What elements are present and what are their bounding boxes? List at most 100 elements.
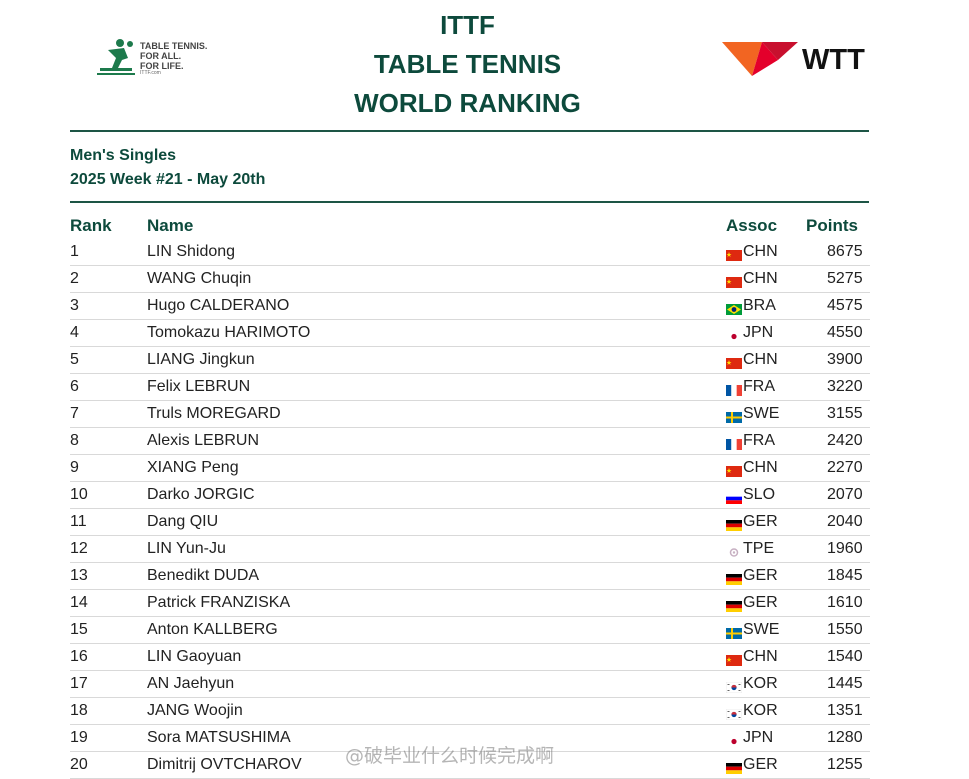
assoc-code: FRA [743,378,775,395]
wtt-logo: WTT [722,40,882,80]
points-cell: 1960 [827,540,863,557]
table-row: 6 Felix LEBRUN FRA 3220 [70,374,870,401]
assoc-code: KOR [743,675,778,692]
ger-flag-icon [726,518,742,531]
points-cell: 1550 [827,621,863,638]
player-name: XIANG Peng [147,459,239,476]
table-row: 7 Truls MOREGARD SWE 3155 [70,401,870,428]
table-row: 16 LIN Gaoyuan CHN 1540 [70,644,870,671]
player-name: Hugo CALDERANO [147,297,290,314]
swe-flag-icon [726,410,742,423]
assoc-code: CHN [743,459,778,476]
ranking-table: 1 LIN Shidong CHN 8675 2 WANG Chuqin CHN 5275 3 H… [70,239,870,779]
table-row: 15 Anton KALLBERG SWE 1550 [70,617,870,644]
rank-cell: 14 [70,594,88,611]
assoc-code: CHN [743,270,778,287]
assoc-code: KOR [743,702,778,719]
rank-cell: 19 [70,729,88,746]
table-row: 5 LIANG Jingkun CHN 3900 [70,347,870,374]
category-label: Men's Singles [70,147,177,164]
player-name: Darko JORGIC [147,486,255,503]
points-cell: 3220 [827,378,863,395]
player-name: Patrick FRANZISKA [147,594,291,611]
column-header-points: Points [806,216,858,235]
tagline-line: TABLE TENNIS. [140,41,208,51]
assoc-code: JPN [743,324,774,341]
assoc-code: FRA [743,432,775,449]
ittf-logo: TABLE TENNIS. FOR ALL. FOR LIFE. ITTF.co… [94,38,234,80]
kor-flag-icon [725,680,743,694]
player-name: Dang QIU [147,513,219,530]
rank-cell: 9 [70,459,79,476]
table-row: 9 XIANG Peng CHN 2270 [70,455,870,482]
page-title: ITTF TABLE TENNIS WORLD RANKING [0,6,935,123]
points-cell: 2040 [827,513,863,530]
assoc-code: GER [743,756,778,773]
table-row: 11 Dang QIU GER 2040 [70,509,870,536]
week-label: 2025 Week #21 - May 20th [70,171,266,188]
player-name: AN Jaehyun [147,675,235,692]
divider [70,130,869,132]
points-cell: 8675 [827,243,863,260]
points-cell: 1255 [827,756,863,773]
table-row: 13 Benedikt DUDA GER 1845 [70,563,870,590]
player-name: Truls MOREGARD [147,405,281,422]
table-row: 8 Alexis LEBRUN FRA 2420 [70,428,870,455]
ittf-tagline: TABLE TENNIS. FOR ALL. FOR LIFE. [140,41,207,71]
points-cell: 2270 [827,459,863,476]
table-row: 12 LIN Yun-Ju TPE 1960 [70,536,870,563]
player-name: Anton KALLBERG [147,621,278,638]
ger-flag-icon [726,572,742,585]
title-line-1: ITTF [440,10,495,40]
wtt-chevron-icon [722,42,798,76]
ger-flag-icon [726,599,742,612]
rank-cell: 6 [70,378,79,395]
bra-flag-icon [726,302,742,315]
column-header-name: Name [147,216,194,235]
watermark: @破毕业什么时候完成啊 [345,745,555,767]
rank-cell: 7 [70,405,79,422]
points-cell: 1445 [827,675,863,692]
tagline-line: FOR LIFE. [140,61,184,71]
points-cell: 4575 [827,297,863,314]
points-cell: 1845 [827,567,863,584]
jpn-flag-icon [726,734,742,747]
rank-cell: 11 [70,513,87,530]
player-name: LIANG Jingkun [147,351,255,368]
ittf-url: ITTF.com [140,70,161,76]
title-line-3: WORLD RANKING [354,88,581,118]
points-cell: 3900 [827,351,863,368]
rank-cell: 15 [70,621,88,638]
assoc-code: JPN [743,729,774,746]
assoc-code: SLO [743,486,776,503]
wtt-text: WTT [802,44,865,76]
table-row: 4 Tomokazu HARIMOTO JPN 4550 [70,320,870,347]
points-cell: 4550 [827,324,863,341]
fra-flag-icon [726,383,742,396]
assoc-code: CHN [743,351,778,368]
chn-flag-icon [726,275,742,288]
table-row: 1 LIN Shidong CHN 8675 [70,239,870,266]
points-cell: 3155 [827,405,863,422]
rank-cell: 17 [70,675,88,692]
table-tennis-player-icon [97,39,135,75]
points-cell: 2070 [827,486,863,503]
rank-cell: 4 [70,324,79,341]
assoc-code: CHN [743,648,778,665]
rank-cell: 18 [70,702,88,719]
player-name: LIN Gaoyuan [147,648,242,665]
player-name: Tomokazu HARIMOTO [147,324,311,341]
rank-cell: 3 [70,297,79,314]
chn-flag-icon [726,653,742,666]
rank-cell: 16 [70,648,88,665]
table-row: 10 Darko JORGIC SLO 2070 [70,482,870,509]
points-cell: 1610 [827,594,863,611]
chn-flag-icon [726,356,742,369]
player-name: LIN Yun-Ju [147,540,226,557]
rank-cell: 13 [70,567,88,584]
table-row: 3 Hugo CALDERANO BRA 4575 [70,293,870,320]
player-name: LIN Shidong [147,243,236,260]
slo-flag-icon [726,491,742,504]
title-line-2: TABLE TENNIS [373,49,562,79]
jpn-flag-icon [726,329,742,342]
